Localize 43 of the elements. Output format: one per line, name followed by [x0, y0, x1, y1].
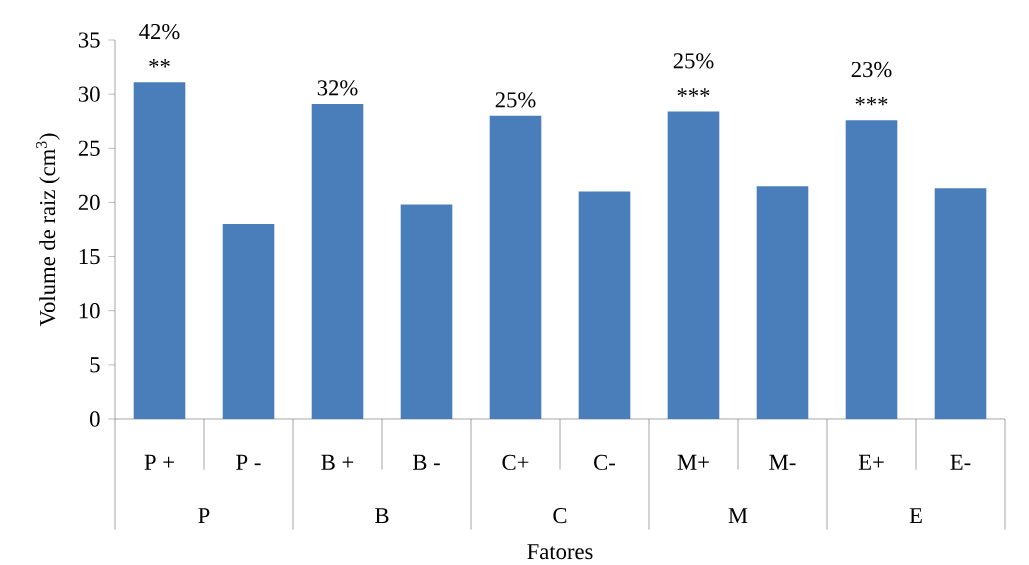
y-tick-label: 20: [78, 194, 100, 211]
bar: [311, 103, 364, 419]
x-tick-label: B +: [321, 454, 354, 470]
annotation: ***: [855, 97, 888, 106]
text: P: [198, 508, 210, 523]
x-tick-label: C-: [594, 454, 616, 471]
bar: [756, 186, 809, 419]
annotation: 42%: [139, 23, 180, 40]
y-tick-label: 15: [79, 248, 100, 265]
x-axis-title: Fatores: [527, 544, 593, 560]
annotation: 32%: [317, 80, 358, 96]
bar: [400, 204, 453, 419]
text: M: [728, 508, 748, 523]
bar: [578, 191, 631, 419]
annotation: **: [149, 59, 170, 68]
text: B: [375, 508, 389, 524]
y-tick-label: 10: [79, 303, 100, 319]
y-tick-label: 0: [90, 411, 100, 427]
y-tick-label: 5: [90, 357, 100, 373]
bar: [667, 111, 720, 419]
y-tick-label: 35: [78, 32, 100, 48]
annotation: 25%: [495, 92, 536, 108]
x-tick-label: M-: [769, 454, 796, 470]
y-tick-label: 30: [78, 86, 100, 102]
bar: [222, 224, 275, 419]
annotation: ***: [677, 88, 710, 97]
x-tick-label: E-: [950, 454, 971, 470]
x-tick-label: C+: [502, 454, 529, 471]
x-tick-label: M+: [677, 454, 709, 470]
annotation: 25%: [673, 53, 714, 69]
bar: [489, 115, 542, 419]
bar: [133, 82, 186, 419]
annotation: 23%: [851, 61, 892, 78]
text: E: [909, 508, 922, 523]
x-tick-label: P -: [236, 454, 261, 470]
text: C: [553, 507, 567, 524]
x-tick-label: P +: [144, 454, 174, 470]
x-tick-label: E+: [858, 454, 884, 470]
bar: [934, 188, 987, 419]
y-axis-title: Volume de raiz (cm$^{3}$): [36, 133, 60, 327]
bar: [845, 120, 898, 419]
y-tick-label: 25: [78, 140, 100, 156]
x-tick-label: B -: [412, 454, 440, 470]
